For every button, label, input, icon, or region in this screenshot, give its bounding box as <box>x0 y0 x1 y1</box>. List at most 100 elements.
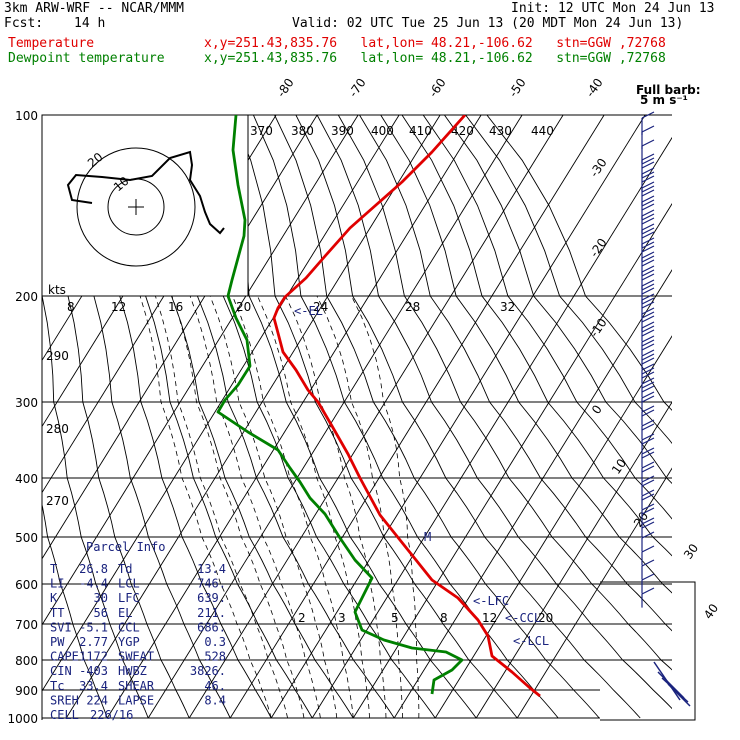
theta-label: 390 <box>331 124 354 138</box>
mixing-ratio-label: 24 <box>313 300 328 314</box>
mixing-ratio-label: 8 <box>440 611 448 625</box>
isotherm-line <box>270 115 646 719</box>
wind-barb <box>641 181 655 205</box>
dry-adiabat-line <box>316 115 672 710</box>
wind-barb-feather <box>641 521 655 529</box>
wind-barb-feather <box>641 409 655 417</box>
dewpoint-coords: x,y=251.43,835.76 lat,lon= 48.21,-106.62… <box>204 51 666 66</box>
dry-adiabat-line <box>295 115 641 719</box>
valid-time: Valid: 02 UTC Tue 25 Jun 13 (20 MDT Mon … <box>292 16 684 31</box>
pressure-tick-label: 200 <box>15 290 38 304</box>
wind-barb <box>641 447 655 468</box>
wind-barb-feather <box>641 349 655 357</box>
wind-barb-feather <box>641 405 655 413</box>
wind-barb-feather <box>641 139 655 147</box>
wind-barb-feather <box>641 335 655 343</box>
wind-barb-feather <box>641 125 655 133</box>
wind-barb-feather <box>641 185 655 193</box>
moist-adiabat-line <box>155 295 288 719</box>
fcst-label: Fcst: <box>4 16 44 31</box>
parcel-row-key: SVI <box>50 620 72 634</box>
wind-barb-feather <box>641 357 655 365</box>
dry-adiabat-line <box>210 115 477 719</box>
mixing-ratio-label: 32 <box>500 300 515 314</box>
wind-barb <box>641 475 655 496</box>
isotherm-label: -40 <box>583 76 606 100</box>
wind-barb-feather <box>641 153 655 161</box>
theta-side-label: 270 <box>46 494 69 508</box>
parcel-row-key: K <box>50 591 58 605</box>
wind-barb-feather <box>641 367 655 375</box>
dry-adiabat-line <box>359 115 672 632</box>
parcel-row-value: 3826. <box>190 664 226 678</box>
parcel-row-value: -5.1 <box>79 620 108 634</box>
parcel-row-key: Td <box>118 562 132 576</box>
temperature-legend: Temperature <box>8 36 95 51</box>
wind-barb-feather <box>641 451 655 459</box>
isotherm-label: -20 <box>587 236 610 260</box>
mixing-ratio-label: 8 <box>67 300 75 314</box>
dry-adiabat-line <box>252 115 559 719</box>
isotherm-line <box>229 115 605 719</box>
wind-barb-feather <box>641 475 655 483</box>
dewpoint-series-line <box>216 115 464 695</box>
wind-barb-feather <box>641 311 655 319</box>
moist-adiabat-line <box>316 295 403 718</box>
wind-barb-feather <box>641 377 655 385</box>
wind-barb-feather <box>641 237 655 245</box>
wind-barb <box>641 167 655 191</box>
moist-adiabat-line <box>351 295 420 719</box>
isotherm-line <box>352 203 672 719</box>
dry-adiabat-line <box>189 115 436 719</box>
parcel-row-value: -4.4 <box>79 577 108 591</box>
pressure-tick-label: 900 <box>15 684 38 698</box>
wind-barb-feather <box>641 245 655 253</box>
pressure-tick-label: 400 <box>15 472 38 486</box>
theta-label: 420 <box>451 124 474 138</box>
wind-barb-feather <box>641 437 655 445</box>
level-annotation: <-LFC <box>473 594 509 608</box>
theta-label: 380 <box>291 124 314 138</box>
wind-barb-feather <box>641 265 655 273</box>
wind-barb-feather <box>641 343 655 351</box>
isotherm-label: -30 <box>587 156 610 180</box>
isotherm-line <box>516 467 672 719</box>
dry-adiabat-line <box>168 115 395 719</box>
wind-barb-feather <box>641 269 655 277</box>
mixing-ratio-label: 16 <box>168 300 183 314</box>
wind-barb-feather <box>641 223 655 231</box>
wind-barb-feather <box>641 213 655 221</box>
dry-adiabat-line <box>401 115 672 557</box>
level-annotation: <-CCL <box>505 611 541 625</box>
theta-label: 370 <box>250 124 273 138</box>
isotherm-label: -80 <box>274 76 297 100</box>
dry-adiabat-line <box>465 115 672 445</box>
wind-barb-feather <box>641 279 655 287</box>
dry-adiabat-line <box>125 115 313 719</box>
pressure-tick-label: 700 <box>15 618 38 632</box>
lower-right-frame <box>600 581 696 721</box>
parcel-row-value: 211. <box>197 606 226 620</box>
wind-barb <box>641 349 655 370</box>
dry-adiabat-line <box>146 115 354 719</box>
parcel-row-key: CIN <box>50 664 72 678</box>
dry-adiabat-line <box>274 115 600 719</box>
isotherm-line <box>475 401 672 719</box>
parcel-row-key: CELL <box>50 708 79 722</box>
parcel-row-value: 226/16 <box>90 708 133 722</box>
wind-barb-feather <box>641 391 655 399</box>
level-annotation: <-EL <box>294 304 323 318</box>
wind-barb-feather <box>641 297 655 305</box>
dewpoint-legend: Dewpoint temperature <box>8 51 165 66</box>
isotherm-label: -60 <box>426 76 449 100</box>
parcel-row-value: 13.4 <box>197 562 226 576</box>
isotherm-line <box>188 115 564 719</box>
wind-barb <box>641 391 655 412</box>
parcel-row-value: 686. <box>197 620 226 634</box>
pressure-tick-label: 100 <box>15 109 38 123</box>
parcel-row-value: 1172 <box>79 650 108 664</box>
dry-adiabat-line <box>83 115 231 719</box>
parcel-row-value: 224 <box>86 693 108 707</box>
theta-label: 410 <box>409 124 432 138</box>
wind-barb-feather <box>641 363 655 371</box>
